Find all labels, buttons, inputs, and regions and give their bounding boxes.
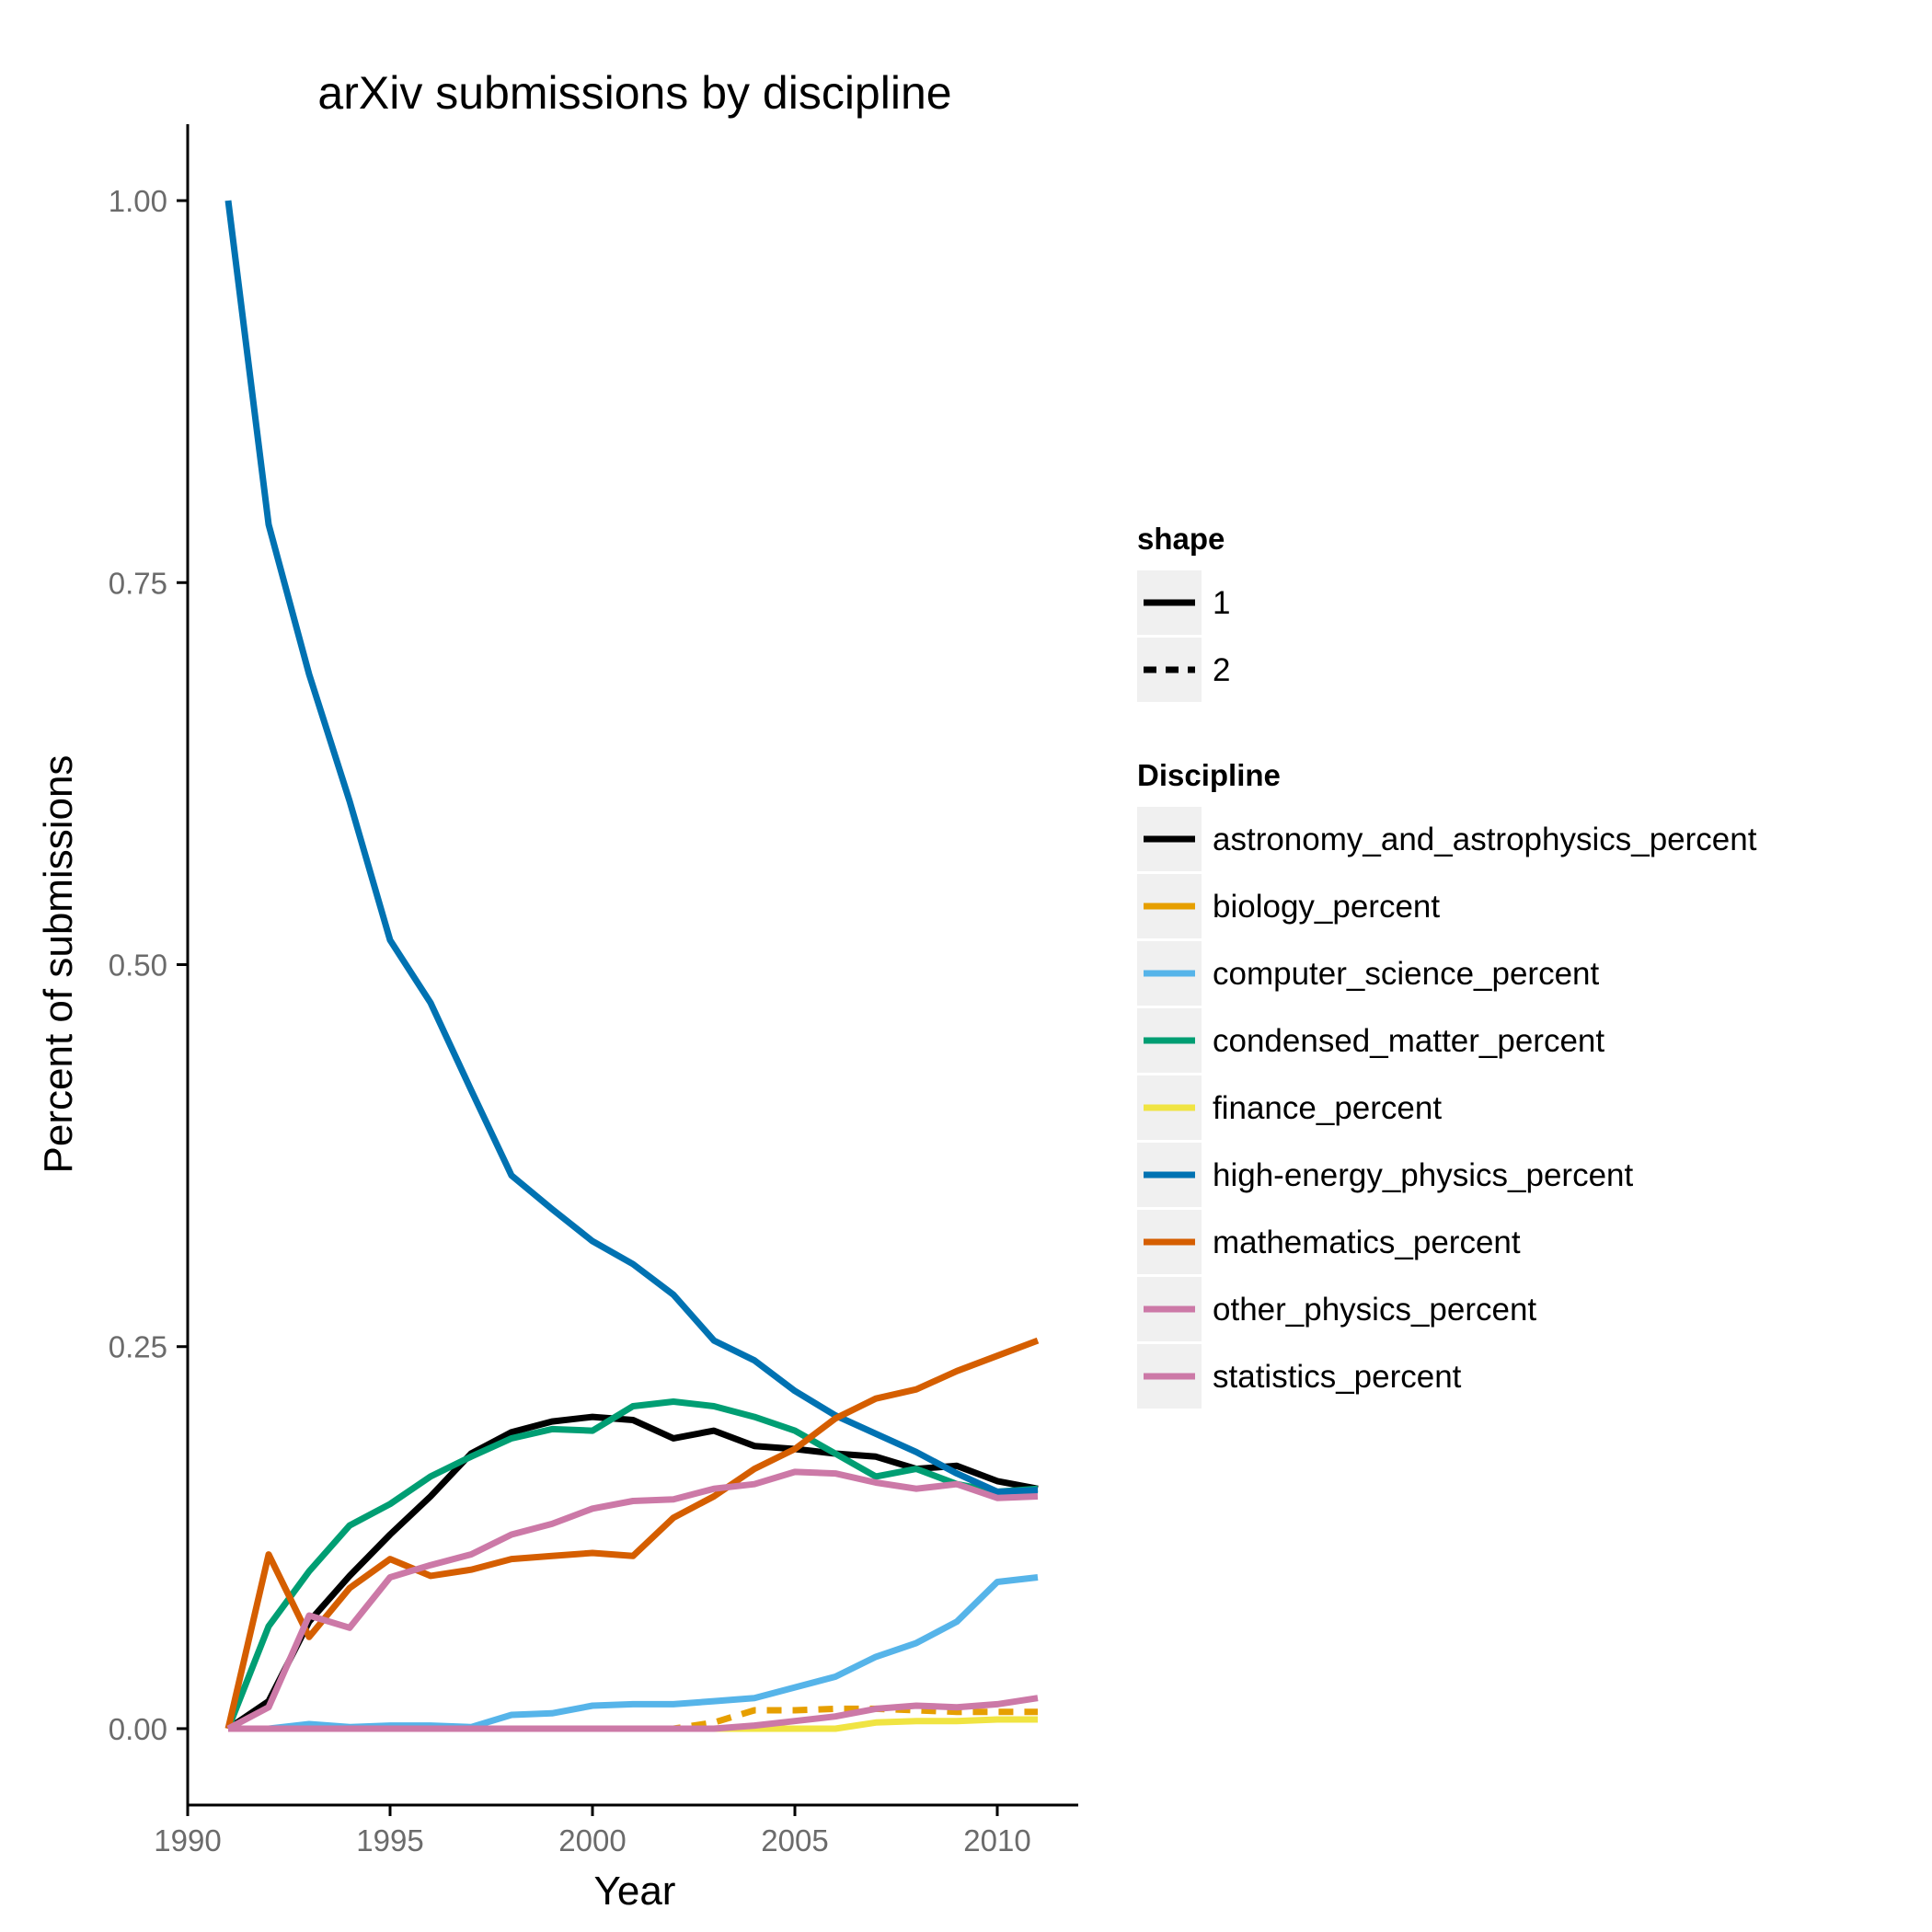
x-tick-label: 2005 — [761, 1823, 828, 1857]
discipline-legend-label: statistics_percent — [1213, 1359, 1462, 1395]
series-lines — [224, 200, 1040, 1732]
x-tick-label: 1995 — [356, 1823, 423, 1857]
y-ticks: 0.00 0.25 0.50 0.75 1.00 — [109, 184, 188, 1746]
series-line-high-energy_physics_percent — [224, 200, 1039, 1495]
x-tick-label: 1990 — [154, 1823, 221, 1857]
shape-legend-label: 1 — [1213, 585, 1230, 621]
x-ticks: 1990 1995 2000 2005 2010 — [154, 1805, 1031, 1857]
discipline-legend-label: computer_science_percent — [1213, 956, 1600, 992]
discipline-legend-label: finance_percent — [1213, 1090, 1442, 1126]
series-line-astronomy_and_astrophysics_percent — [226, 1413, 1039, 1731]
y-tick-label: 0.00 — [109, 1712, 167, 1746]
discipline-legend-label: mathematics_percent — [1213, 1225, 1521, 1260]
shape-legend-label: 2 — [1213, 652, 1230, 688]
discipline-legend-title: Discipline — [1137, 758, 1281, 792]
discipline-legend-label: condensed_matter_percent — [1213, 1023, 1604, 1059]
discipline-legend-label: high-energy_physics_percent — [1213, 1157, 1633, 1193]
series-line-other_physics_percent — [226, 1468, 1039, 1732]
discipline-legend-entries: astronomy_and_astrophysics_percentbiolog… — [1137, 807, 1757, 1409]
y-tick-label: 0.25 — [109, 1330, 167, 1364]
plot-area: 0.00 0.25 0.50 0.75 1.00 1990 1995 2000 2005 201… — [109, 124, 1078, 1857]
x-tick-label: 2010 — [963, 1823, 1030, 1857]
x-axis-title: Year — [594, 1869, 676, 1914]
y-tick-label: 1.00 — [109, 184, 167, 218]
chart-title: arXiv submissions by discipline — [317, 67, 951, 119]
discipline-legend-label: other_physics_percent — [1213, 1292, 1536, 1328]
series-line-statistics_percent — [228, 1695, 1039, 1732]
y-tick-label: 0.50 — [109, 949, 167, 983]
series-line-mathematics_percent — [224, 1337, 1040, 1730]
shape-legend-entries: 12 — [1137, 570, 1230, 702]
shape-legend-title: shape — [1137, 522, 1225, 556]
y-axis-title: Percent of submissions — [36, 755, 81, 1174]
x-tick-label: 2000 — [558, 1823, 626, 1857]
y-tick-label: 0.75 — [109, 566, 167, 600]
discipline-legend-label: astronomy_and_astrophysics_percent — [1213, 822, 1757, 857]
series-line-condensed_matter_percent — [224, 1398, 1039, 1731]
discipline-legend-label: biology_percent — [1213, 889, 1440, 925]
legend: shape 12 Discipline astronomy_and_astrop… — [1137, 522, 1757, 1409]
